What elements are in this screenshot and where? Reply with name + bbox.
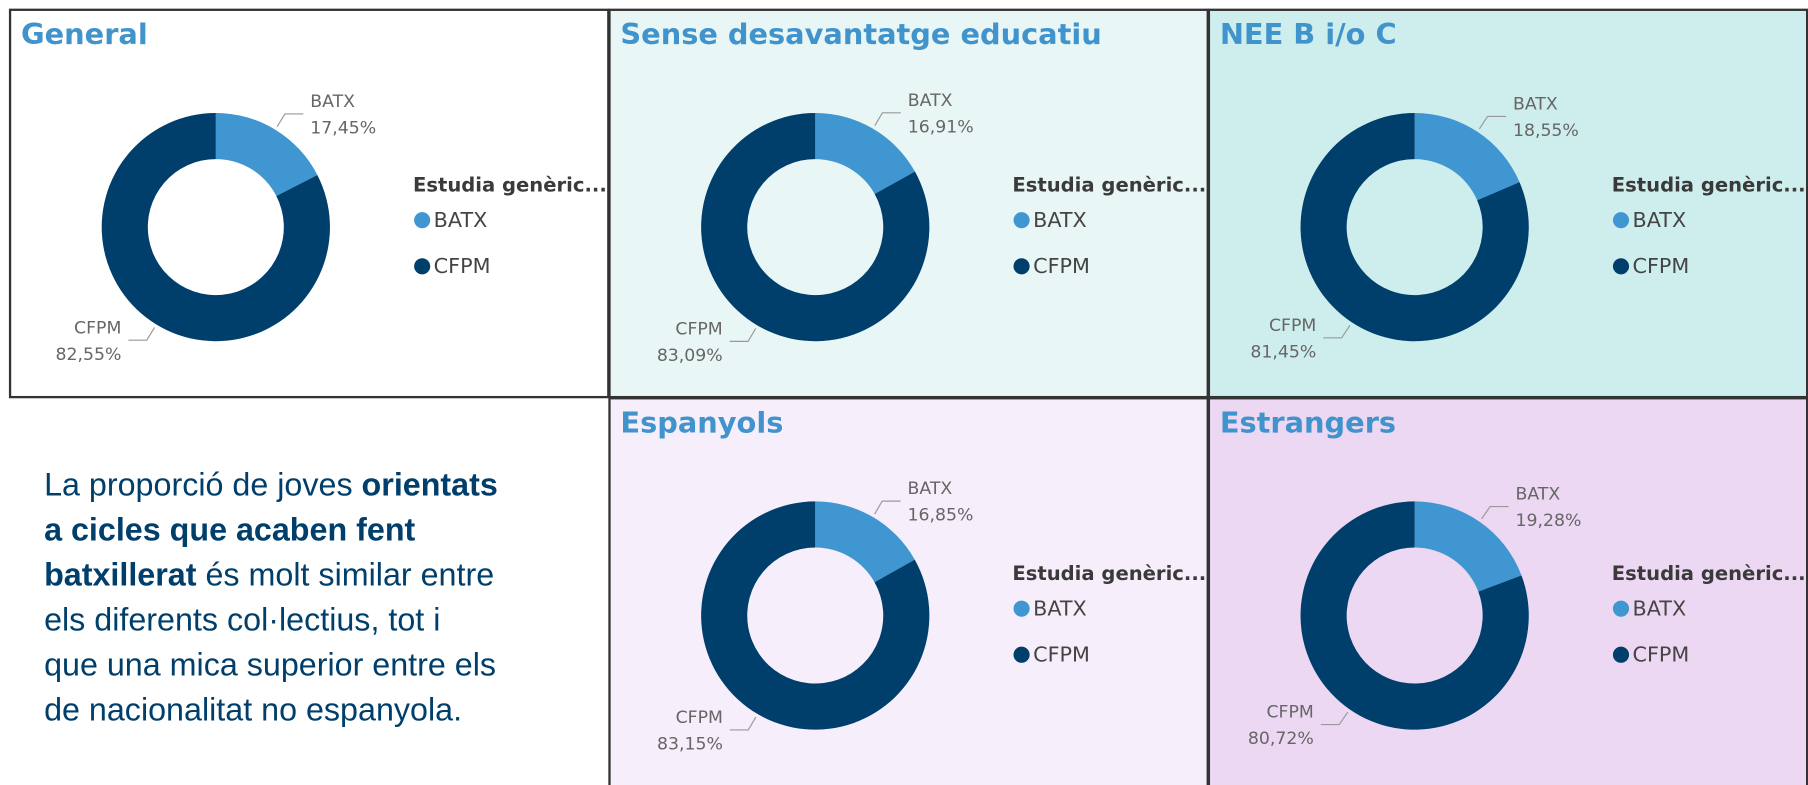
donut-slice [701,112,930,342]
note-run: orientats [362,467,498,503]
donut-slice [215,112,318,197]
legend-dot [1013,646,1030,663]
note-text: La proporció de joves orientats a cicles … [44,467,498,728]
legend-title: Estudia genèric... [1612,562,1806,585]
leader-line [276,113,304,128]
note-run: és molt similar entre [197,557,495,593]
note-run: a cicles que acaben fent [44,512,415,548]
note-run: La proporció de joves [44,467,361,503]
legend-item: BATX [434,208,488,232]
leader-line [1478,115,1507,130]
note-run: batxillerat [44,557,197,593]
donut-slice [701,501,930,730]
legend-dot [1612,646,1630,663]
slice-value-label: 83,15% [657,735,723,755]
donut-slice [1414,501,1522,592]
legend-dot [1612,212,1630,229]
leader-line [128,327,156,341]
chart-title: Espanyols [620,405,783,439]
donut-slice [1300,112,1529,342]
leader-line [1320,711,1349,726]
slice-label: BATX [1515,485,1560,505]
chart-title: General [21,17,148,51]
slice-label: CFPM [675,319,722,339]
legend-title: Estudia genèric... [1012,562,1206,585]
leader-line [729,328,757,342]
legend-dot [1013,212,1030,229]
leader-line [1323,324,1351,339]
chart-title: NEE B i/o C [1220,17,1397,51]
note-run: que una mica superior entre els [44,646,496,682]
legend-item: BATX [1033,597,1087,621]
leader-line [729,716,757,731]
leader-line [1481,505,1509,520]
slice-value-label: 81,45% [1250,342,1316,362]
donut-slice [815,501,915,583]
slice-label: BATX [908,91,953,111]
legend-dot [1013,600,1030,617]
legend-item: BATX [1033,208,1087,232]
legend-dot [1612,258,1630,275]
legend-title: Estudia genèric... [1612,173,1806,196]
legend-item: BATX [1633,208,1687,232]
leader-line [874,112,901,127]
slice-value-label: 19,28% [1515,511,1581,531]
legend-dot [414,212,431,229]
legend-item: CFPM [434,254,491,278]
slice-label: CFPM [676,708,723,728]
legend-item: BATX [1633,597,1687,621]
donut-slice [1300,501,1529,730]
slice-value-label: 17,45% [310,119,376,139]
legend-dot [1612,600,1630,617]
donut-slice [101,112,330,342]
slice-value-label: 16,85% [908,506,974,526]
leader-line [874,500,901,515]
slice-label: CFPM [1269,316,1316,336]
legend-item: CFPM [1633,643,1690,667]
legend-item: CFPM [1033,254,1090,278]
slice-value-label: 82,55% [55,345,121,365]
slice-label: CFPM [74,318,121,338]
note-run: de nacionalitat no espanyola. [44,691,462,727]
donut-slice [1414,112,1520,201]
legend-dot [414,258,431,275]
legend-title: Estudia genèric... [413,173,607,196]
slice-label: CFPM [1266,703,1313,723]
slice-value-label: 16,91% [908,117,974,137]
legend-title: Estudia genèric... [1012,173,1206,196]
slice-label: BATX [310,92,355,112]
slice-value-label: 18,55% [1513,121,1579,141]
chart-title: Estrangers [1220,405,1396,439]
note-run: els diferents col·lectius, tot i [44,602,440,638]
legend-dot [1013,258,1030,275]
slice-value-label: 80,72% [1248,729,1314,749]
chart-title: Sense desavantatge educatiu [620,17,1101,51]
donut-slice [815,112,915,194]
slice-label: BATX [908,479,953,499]
legend-item: CFPM [1633,254,1690,278]
slice-label: BATX [1513,94,1558,114]
legend-item: CFPM [1033,643,1090,667]
slice-value-label: 83,09% [657,346,723,366]
